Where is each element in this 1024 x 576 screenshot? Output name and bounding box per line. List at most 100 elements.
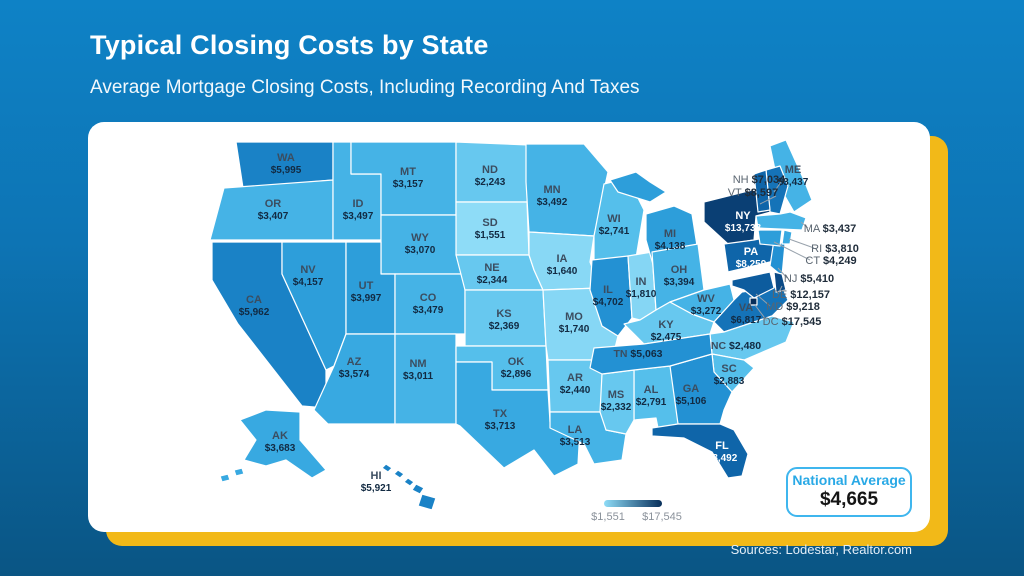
state-FL <box>651 423 749 479</box>
callout-label-DC: DC $17,545 <box>763 316 822 328</box>
national-average-box: National Average $4,665 <box>786 467 912 517</box>
state-abbr-WV: WV <box>697 293 715 305</box>
state-abbr-UT: UT <box>359 280 374 292</box>
state-value-TX: $3,713 <box>485 421 516 432</box>
state-abbr-NM: NM <box>409 358 426 370</box>
state-value-HI: $5,921 <box>361 483 392 494</box>
state-abbr-NY: NY <box>735 210 751 222</box>
callout-label-VT: VT $8,597 <box>728 187 779 199</box>
state-value-MO: $1,740 <box>559 324 590 335</box>
state-value-MS: $2,332 <box>601 402 632 413</box>
callout-line-NH <box>773 181 782 193</box>
state-value-NY: $13,738 <box>725 223 762 234</box>
state-abbr-NE: NE <box>484 262 499 274</box>
state-value-UT: $3,997 <box>351 293 382 304</box>
state-value-KS: $2,369 <box>489 321 520 332</box>
state-value-AZ: $3,574 <box>339 369 370 380</box>
state-TX <box>455 361 581 477</box>
legend-gradient-bar <box>604 500 662 507</box>
state-abbr-OR: OR <box>265 198 282 210</box>
state-abbr-IA: IA <box>557 253 568 265</box>
state-abbr-TX: TX <box>493 408 508 420</box>
state-value-MN: $3,492 <box>537 197 568 208</box>
state-value-ME: $3,437 <box>778 177 809 188</box>
state-abbr-MI: MI <box>664 228 676 240</box>
state-abbr-WA: WA <box>277 152 295 164</box>
state-RI <box>781 229 793 245</box>
state-value-WY: $3,070 <box>405 245 436 256</box>
state-abbr-KY: KY <box>658 319 674 331</box>
state-value-SD: $1,551 <box>475 230 506 241</box>
state-value-IL: $4,702 <box>593 297 624 308</box>
state-value-PA: $8,259 <box>736 259 767 270</box>
state-value-MI: $4,138 <box>655 241 686 252</box>
state-value-AL: $2,791 <box>636 397 667 408</box>
state-HI <box>381 463 393 473</box>
state-CT <box>757 229 783 247</box>
state-abbr-LA: LA <box>568 424 583 436</box>
us-choropleth-map: WA$5,995 OR$3,407 CA$5,962 NV$4,157 ID$3,497… <box>209 139 859 523</box>
state-value-NM: $3,011 <box>403 371 433 382</box>
state-abbr-ME: ME <box>785 164 802 176</box>
state-value-GA: $5,106 <box>676 396 707 407</box>
header: Typical Closing Costs by State Average M… <box>90 30 950 99</box>
state-abbr-OH: OH <box>671 264 688 276</box>
callout-label-NH: NH $7,034 <box>733 174 786 186</box>
state-value-AK: $3,683 <box>265 443 296 454</box>
callout-label-MD: MD $9,218 <box>766 301 820 313</box>
state-TN <box>589 333 713 375</box>
state-abbr-ID: ID <box>353 198 364 210</box>
state-OR <box>209 179 334 241</box>
state-label-NC: NC $2,480 <box>711 340 761 352</box>
state-value-MT: $3,157 <box>393 179 424 190</box>
callout-label-CT: CT $4,249 <box>805 255 856 267</box>
state-abbr-MS: MS <box>608 389 625 401</box>
state-value-IN: $1,810 <box>626 289 657 300</box>
state-DE <box>773 271 787 293</box>
state-value-LA: $3,513 <box>560 437 591 448</box>
state-abbr-IL: IL <box>603 284 613 296</box>
callout-label-DE: DE $12,157 <box>772 289 830 301</box>
state-abbr-AK: AK <box>272 430 288 442</box>
state-abbr-MN: MN <box>543 184 560 196</box>
callout-label-MA: MA $3,437 <box>804 223 857 235</box>
callout-line-MD <box>755 293 771 307</box>
callout-label-RI: RI $3,810 <box>811 243 859 255</box>
state-value-OH: $3,394 <box>664 277 695 288</box>
legend-min-label: $1,551 <box>591 511 625 523</box>
state-abbr-WI: WI <box>607 213 620 225</box>
callout-line-NJ <box>777 267 788 279</box>
state-value-OK: $2,896 <box>501 369 532 380</box>
national-average-value: $4,665 <box>819 489 879 511</box>
state-value-ND: $2,243 <box>475 177 506 188</box>
state-value-FL: $8,492 <box>707 453 738 464</box>
state-abbr-KS: KS <box>496 308 511 320</box>
state-MA <box>755 211 807 231</box>
state-value-WV: $3,272 <box>691 306 722 317</box>
callout-line-VT <box>759 195 777 205</box>
state-abbr-PA: PA <box>744 246 759 258</box>
state-abbr-SC: SC <box>721 363 736 375</box>
state-value-NV: $4,157 <box>293 277 324 288</box>
state-abbr-MO: MO <box>565 311 583 323</box>
state-abbr-AL: AL <box>644 384 659 396</box>
content-card: WA $5,995 OR $3,407 CA $5,962 NV $4,157 ID $3,497… <box>88 122 930 532</box>
state-DC <box>749 297 758 306</box>
state-HI <box>411 483 425 495</box>
state-value-CO: $3,479 <box>413 305 444 316</box>
state-abbr-CA: CA <box>246 294 262 306</box>
state-value-WI: $2,741 <box>599 226 630 237</box>
state-value-IA: $1,640 <box>547 266 578 277</box>
state-abbr-WY: WY <box>411 232 429 244</box>
state-value-NE: $2,344 <box>477 275 508 286</box>
state-value-WA: $5,995 <box>271 165 302 176</box>
state-abbr-GA: GA <box>683 383 700 395</box>
state-HI <box>393 469 405 479</box>
state-abbr-AZ: AZ <box>347 356 362 368</box>
state-abbr-FL: FL <box>715 440 729 452</box>
state-HI <box>417 493 437 511</box>
state-abbr-ND: ND <box>482 164 498 176</box>
state-value-OR: $3,407 <box>258 211 289 222</box>
legend-max-label: $17,545 <box>642 511 682 523</box>
